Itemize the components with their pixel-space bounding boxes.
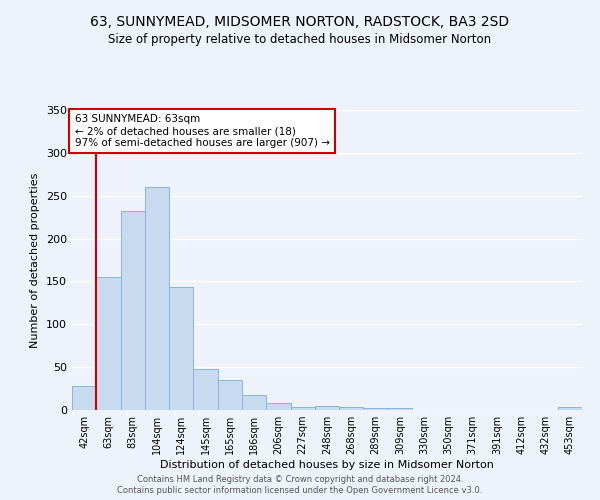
Bar — [242, 396, 266, 410]
Text: Contains public sector information licensed under the Open Government Licence v3: Contains public sector information licen… — [118, 486, 482, 495]
Bar — [290, 406, 315, 410]
Bar — [364, 408, 388, 410]
Bar — [72, 386, 96, 410]
Bar — [193, 369, 218, 410]
Text: 63 SUNNYMEAD: 63sqm
← 2% of detached houses are smaller (18)
97% of semi-detache: 63 SUNNYMEAD: 63sqm ← 2% of detached hou… — [74, 114, 329, 148]
Text: 63, SUNNYMEAD, MIDSOMER NORTON, RADSTOCK, BA3 2SD: 63, SUNNYMEAD, MIDSOMER NORTON, RADSTOCK… — [91, 15, 509, 29]
Bar — [339, 408, 364, 410]
Bar — [121, 211, 145, 410]
X-axis label: Distribution of detached houses by size in Midsomer Norton: Distribution of detached houses by size … — [160, 460, 494, 470]
Text: Size of property relative to detached houses in Midsomer Norton: Size of property relative to detached ho… — [109, 32, 491, 46]
Bar — [169, 288, 193, 410]
Bar — [218, 380, 242, 410]
Bar — [315, 406, 339, 410]
Bar — [388, 408, 412, 410]
Bar — [145, 187, 169, 410]
Bar — [558, 408, 582, 410]
Bar — [96, 277, 121, 410]
Bar — [266, 403, 290, 410]
Y-axis label: Number of detached properties: Number of detached properties — [31, 172, 40, 348]
Text: Contains HM Land Registry data © Crown copyright and database right 2024.: Contains HM Land Registry data © Crown c… — [137, 475, 463, 484]
